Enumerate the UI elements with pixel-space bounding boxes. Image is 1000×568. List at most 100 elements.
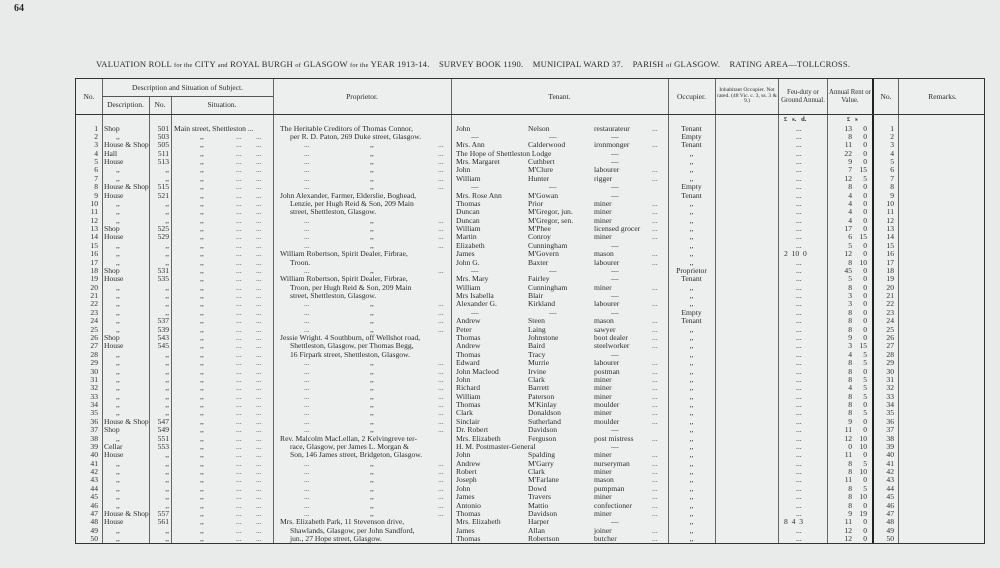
table-row: 17,,,,,,...... Troon. John G. Baxter laboure…: [76, 257, 984, 267]
row-number: 26: [90, 333, 98, 342]
proprietor: per R. D. Paton, 269 Duke street, Glasgo…: [290, 131, 422, 141]
situation-ditto: ,,: [200, 416, 204, 426]
situation-ditto: ,,: [200, 425, 204, 435]
table-row: 21,,,,,,...... street, Shettleston, Glasg…: [76, 291, 984, 301]
rent-pounds: 45: [844, 265, 852, 275]
situation-ditto: ,,: [200, 441, 204, 451]
description: House: [104, 341, 124, 351]
street-number: 539: [157, 324, 169, 334]
description: Cellar: [104, 441, 123, 451]
header-annual-rent: Annual Rent or Value.: [829, 89, 871, 104]
title-text: VALUATION ROLL: [96, 59, 172, 69]
tenant-first-name: Mrs. Elizabeth: [456, 433, 501, 443]
occupier-status: ,,: [689, 458, 694, 468]
rent-shillings: 15: [859, 165, 867, 175]
description: ,,: [116, 408, 120, 418]
tenant-surname: M'Phee: [528, 224, 551, 234]
feu-duty: ...: [796, 467, 802, 477]
row-number-right: 5: [890, 157, 894, 167]
header-no-right: No.: [880, 91, 892, 101]
tenant-surname: Donaldson: [528, 408, 561, 418]
leader-dots: ...: [304, 416, 310, 426]
rent-shillings: 0: [863, 157, 867, 167]
row-number-right: 9: [890, 190, 894, 200]
leader-dots: ...: [304, 324, 310, 334]
title-text: YEAR 1913-14.: [370, 59, 430, 69]
tenant-first-name: Martin: [456, 232, 477, 242]
row-number-right: 40: [886, 450, 894, 460]
tenant-occupation: miner: [594, 215, 612, 225]
feu-duty: ...: [796, 400, 802, 410]
feu-units: £ s. d.: [784, 115, 807, 123]
situation-ditto: ,,: [200, 500, 204, 510]
tenant-occupation: restaurateur: [594, 123, 630, 133]
proprietor-ditto: ,,: [370, 240, 374, 250]
rent-shillings: 5: [863, 349, 867, 359]
occupier-status: ,,: [689, 492, 694, 502]
leader-dots: ...: [652, 525, 658, 535]
description: ,,: [116, 249, 120, 259]
leader-dots: ...: [256, 165, 262, 175]
street-number: 503: [157, 131, 169, 141]
description: House: [104, 517, 124, 527]
leader-dots: ...: [304, 483, 310, 493]
feu-duty: ...: [796, 492, 802, 502]
rent-shillings: 15: [859, 341, 867, 351]
table-row: 40 House,,,,...... Son, 146 James street, …: [76, 450, 984, 460]
rent-pounds: 12: [844, 525, 852, 535]
tenant-first-name: Dr. Robert: [456, 425, 489, 435]
tenant-occupation: labourer: [594, 358, 620, 368]
header-rule: [76, 114, 984, 115]
leader-dots: ...: [438, 483, 444, 493]
situation-ditto: ,,: [200, 157, 204, 167]
description: Shop: [104, 425, 120, 435]
description: ,,: [116, 483, 120, 493]
street-number: ,,: [165, 257, 169, 267]
title-text: for the: [173, 62, 193, 69]
roll-title: VALUATION ROLL for the CITY and ROYAL BU…: [96, 59, 850, 69]
rent-shillings: 0: [863, 299, 867, 309]
leader-dots: ...: [652, 508, 658, 518]
situation-ditto: ,,: [200, 131, 204, 141]
row-number-right: 42: [886, 467, 894, 477]
rent-shillings: 0: [863, 517, 867, 527]
leader-dots: ...: [304, 140, 310, 150]
rent-shillings: 0: [863, 291, 867, 301]
leader-dots: ...: [438, 416, 444, 426]
tenant-occupation: —: [611, 349, 619, 359]
tenant-surname: M'Gowan: [528, 190, 559, 200]
feu-duty: ...: [796, 425, 802, 435]
leader-dots: ...: [438, 358, 444, 368]
feu-duty: ...: [796, 131, 802, 141]
tenant-surname: Cunningham: [528, 282, 568, 292]
proprietor-ditto: ,,: [370, 232, 374, 242]
tenant-occupation: joiner: [594, 525, 612, 535]
tenant-first-name: William: [456, 224, 481, 234]
leader-dots: ...: [256, 232, 262, 242]
table-row: 9 House 521,,...... John Alexander, Farmer,…: [76, 190, 984, 200]
row-number-right: 6: [890, 165, 894, 175]
tenant-occupation: —: [611, 157, 619, 167]
rent-shillings: 5: [863, 358, 867, 368]
table-row: 34,,,,,,.........,,... Thomas M'Kinlay moul…: [76, 400, 984, 410]
street-number: 551: [157, 433, 169, 443]
row-number: 24: [90, 316, 98, 326]
feu-duty: ...: [796, 333, 802, 342]
column-rule: [668, 79, 669, 543]
situation-ditto: ,,: [200, 391, 204, 401]
situation-ditto: ,,: [200, 215, 204, 225]
rent-pounds: 4: [848, 383, 852, 393]
leader-dots: ...: [438, 148, 444, 158]
tenant-surname: Davidson: [528, 508, 558, 518]
feu-duty: ...: [796, 148, 802, 158]
rent-pounds: 11: [844, 140, 852, 150]
tenant-first-name: Mrs. Mary: [456, 274, 489, 284]
situation-ditto: ,,: [200, 408, 204, 418]
table-row: 41,,,,,,.........,,... Andrew M'Garry nurse…: [76, 458, 984, 468]
parish: PARISH: [632, 59, 664, 69]
tenant-first-name: James: [456, 249, 475, 259]
leader-dots: ...: [304, 173, 310, 183]
rent-shillings: 0: [863, 425, 867, 435]
row-number: 39: [90, 441, 98, 451]
leader-dots: ...: [304, 157, 310, 167]
